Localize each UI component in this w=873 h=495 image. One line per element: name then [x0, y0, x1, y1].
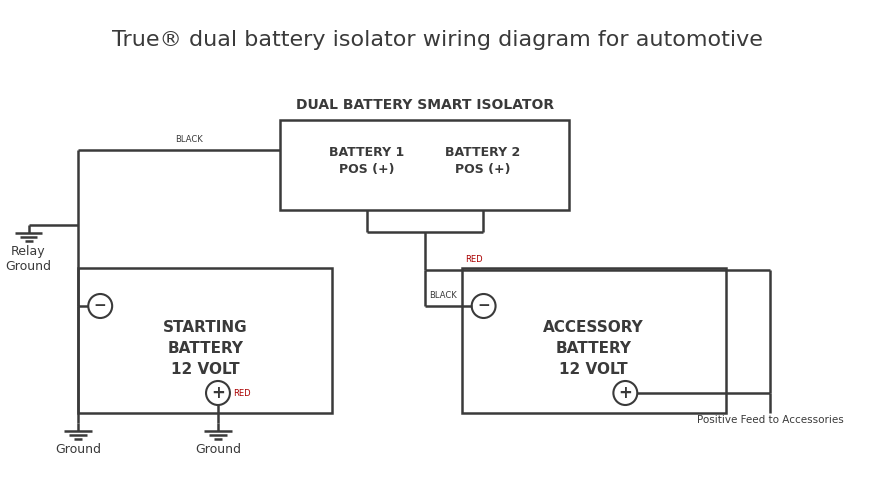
Text: True® dual battery isolator wiring diagram for automotive: True® dual battery isolator wiring diagr… [113, 30, 763, 50]
Text: BATTERY 2
POS (+): BATTERY 2 POS (+) [445, 146, 520, 176]
Text: RED: RED [464, 255, 482, 264]
Text: ACCESSORY
BATTERY
12 VOLT: ACCESSORY BATTERY 12 VOLT [543, 320, 644, 377]
Text: Positive Feed to Accessories: Positive Feed to Accessories [697, 415, 844, 425]
Text: BLACK: BLACK [175, 135, 203, 144]
Text: Relay
Ground: Relay Ground [5, 245, 52, 273]
Bar [79, 268, 333, 413]
Bar [462, 268, 725, 413]
Text: Ground: Ground [195, 443, 241, 456]
Text: Ground: Ground [55, 443, 101, 456]
Bar [280, 120, 569, 210]
Text: DUAL BATTERY SMART ISOLATOR: DUAL BATTERY SMART ISOLATOR [296, 98, 554, 112]
Text: −: − [478, 298, 490, 313]
Text: BLACK: BLACK [429, 291, 457, 300]
Text: +: + [618, 384, 632, 402]
Text: −: − [93, 298, 107, 313]
Text: STARTING
BATTERY
12 VOLT: STARTING BATTERY 12 VOLT [163, 320, 248, 377]
Text: RED: RED [233, 389, 251, 397]
Text: +: + [211, 384, 225, 402]
Text: BATTERY 1
POS (+): BATTERY 1 POS (+) [329, 146, 405, 176]
